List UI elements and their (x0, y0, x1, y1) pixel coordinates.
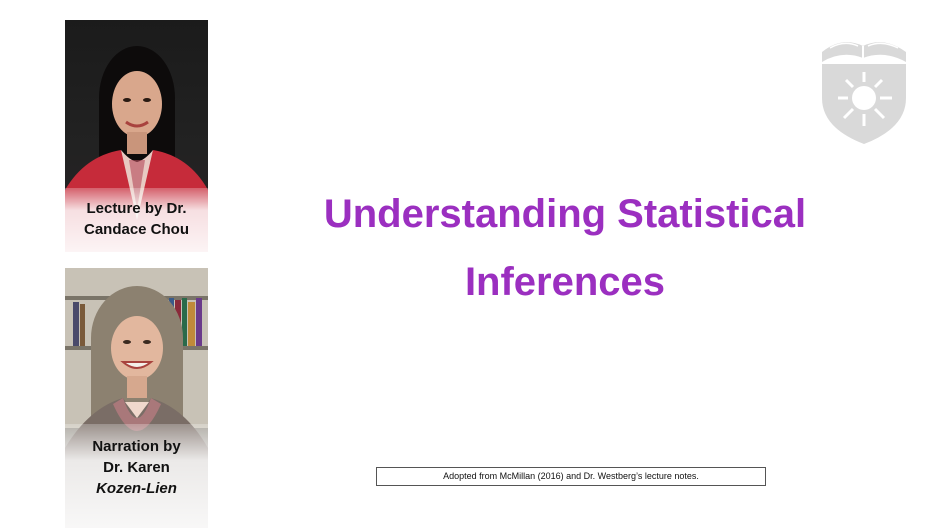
source-footnote: Adopted from McMillan (2016) and Dr. Wes… (376, 467, 766, 486)
narrator-portrait-illustration (65, 268, 208, 528)
lecturer-photo-card: Lecture by Dr. Candace Chou (65, 20, 208, 252)
narrator-caption-line2: Dr. Karen (103, 459, 170, 476)
narrator-caption: Narration by Dr. Karen Kozen-Lien (65, 424, 208, 528)
university-shield-logo-icon (822, 42, 906, 144)
slide-title-line1: Understanding Statistical (323, 192, 807, 236)
slide-title-line2: Inferences (464, 260, 666, 304)
lecturer-caption: Lecture by Dr. Candace Chou (65, 188, 208, 252)
narrator-caption-line3: Kozen-Lien (96, 480, 177, 497)
narrator-photo-card: Narration by Dr. Karen Kozen-Lien (65, 268, 208, 528)
lecturer-caption-line2: Candace Chou (83, 221, 189, 238)
narrator-caption-line1: Narration by (92, 438, 181, 455)
lecturer-caption-line1: Lecture by Dr. (86, 200, 187, 217)
slide-title: Understanding Statistical Inferences (250, 180, 880, 316)
